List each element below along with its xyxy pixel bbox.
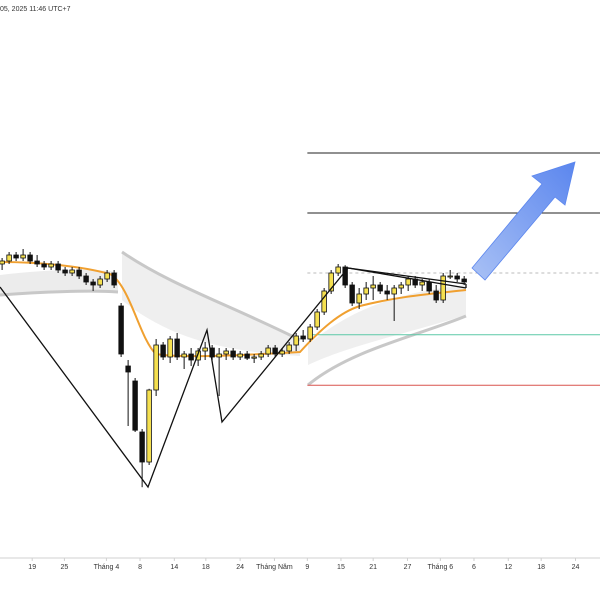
x-tick-label: Tháng 6 xyxy=(428,564,454,571)
candle-body xyxy=(300,335,306,340)
candle-body xyxy=(307,326,313,340)
x-tick-label: Tháng 4 xyxy=(94,564,120,571)
candle-body xyxy=(132,380,138,431)
x-tick-label: 24 xyxy=(236,564,244,571)
candle-body xyxy=(335,266,341,274)
candle-body xyxy=(181,353,187,358)
candle-body xyxy=(97,278,103,286)
x-tick-label: 27 xyxy=(404,564,412,571)
candle-body xyxy=(0,260,5,265)
candle-body xyxy=(202,347,208,352)
x-tick-label: 9 xyxy=(305,564,309,571)
candle-body xyxy=(328,272,334,292)
candle-body xyxy=(209,347,215,358)
candle-body xyxy=(223,350,229,355)
candle-body xyxy=(160,344,166,358)
candle-body xyxy=(48,263,54,268)
candle-body xyxy=(321,290,327,313)
candle-body xyxy=(440,275,446,301)
candle-body xyxy=(125,365,131,373)
candle-body xyxy=(426,281,432,292)
candle-body xyxy=(6,254,12,262)
candle-body xyxy=(55,263,61,271)
candle-body xyxy=(419,281,425,286)
candle-body xyxy=(76,269,82,277)
candle-body xyxy=(146,389,152,463)
candle-body xyxy=(454,275,460,280)
x-tick-label: 24 xyxy=(572,564,580,571)
x-tick-label: 6 xyxy=(472,564,476,571)
candle-body xyxy=(370,284,376,289)
candle-body xyxy=(447,275,453,278)
candle-body xyxy=(104,272,110,280)
candle-body xyxy=(342,266,348,286)
candle-body xyxy=(216,353,222,358)
x-tick-label: 12 xyxy=(504,564,512,571)
x-tick-label: Tháng Năm xyxy=(256,564,293,571)
candle-body xyxy=(62,269,68,274)
candle-body xyxy=(363,287,369,295)
candle-body xyxy=(433,290,439,301)
candle-body xyxy=(272,347,278,355)
candle-body xyxy=(13,254,19,259)
candle-body xyxy=(391,287,397,295)
candle-body xyxy=(251,356,257,359)
candle-body xyxy=(111,272,117,286)
candle-body xyxy=(230,350,236,358)
candle-body xyxy=(314,311,320,328)
candle-body xyxy=(195,350,201,361)
x-tick-label: 18 xyxy=(202,564,210,571)
candle-body xyxy=(139,431,145,463)
candle-body xyxy=(349,284,355,304)
candle-body xyxy=(384,290,390,295)
candle-body xyxy=(118,305,124,355)
candle-body xyxy=(20,254,26,259)
candle-body xyxy=(405,278,411,286)
candle-body xyxy=(461,278,467,283)
candle-body xyxy=(237,353,243,358)
candle-body xyxy=(27,254,33,262)
candle-body xyxy=(174,338,180,358)
candle-body xyxy=(90,281,96,286)
chart-subtitle: 05, 2025 11:46 UTC+7 xyxy=(0,6,71,13)
candle-body xyxy=(279,350,285,355)
candle-body xyxy=(69,269,75,274)
x-tick-label: 25 xyxy=(61,564,69,571)
candle-body xyxy=(167,338,173,358)
x-tick-label: 15 xyxy=(337,564,345,571)
x-tick-label: 8 xyxy=(138,564,142,571)
candle-body xyxy=(258,353,264,358)
x-tick-label: 14 xyxy=(170,564,178,571)
zigzag-drawing xyxy=(0,267,467,489)
x-tick-label: 21 xyxy=(369,564,377,571)
candle-body xyxy=(153,344,159,391)
candle-body xyxy=(188,353,194,361)
candle-body xyxy=(356,293,362,304)
x-tick-label: 19 xyxy=(28,564,36,571)
candle-body xyxy=(244,353,250,359)
candle-body xyxy=(41,263,47,268)
candle-body xyxy=(377,284,383,292)
x-tick-label: 18 xyxy=(537,564,545,571)
candle-body xyxy=(83,275,89,283)
candle-body xyxy=(293,335,299,346)
candle-body xyxy=(286,344,292,352)
projection-arrow xyxy=(471,161,576,281)
candle-body xyxy=(265,347,271,355)
candle-body xyxy=(34,260,40,265)
candle-body xyxy=(398,284,404,289)
